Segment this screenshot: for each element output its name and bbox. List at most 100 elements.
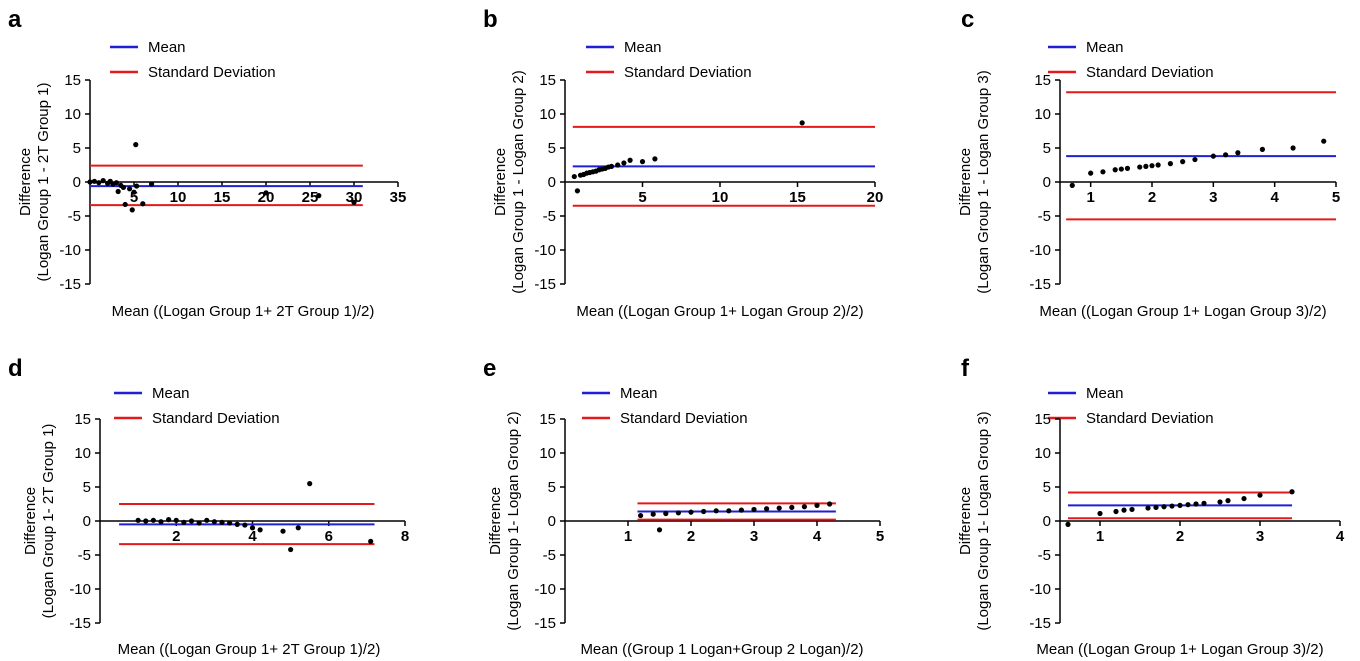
x-tick-label: 15 — [789, 189, 806, 206]
x-tick-label: 10 — [712, 189, 729, 206]
legend-sd-label: Standard Deviation — [620, 410, 748, 427]
y-tick-label: -10 — [1029, 581, 1051, 598]
data-point — [1223, 152, 1229, 158]
y-tick-label: 15 — [64, 72, 81, 89]
data-point — [801, 504, 808, 510]
y-tick-label: -5 — [543, 547, 556, 564]
data-point — [827, 501, 833, 507]
y-axis-label-line2: (Logan Group 1 - 2T Group 1) — [35, 82, 52, 281]
data-point — [627, 157, 633, 163]
x-tick-label: 3 — [1256, 528, 1264, 545]
data-point — [1145, 505, 1151, 511]
y-tick-label: 15 — [74, 411, 91, 428]
x-tick-label: 10 — [170, 189, 187, 206]
x-tick-label: 1 — [1086, 189, 1094, 206]
y-axis-label-line2: (Logan Group 1 - Logan Group 3) — [975, 70, 992, 293]
y-axis-label-line1: Difference — [957, 148, 974, 216]
y-axis-label-line1: Difference — [487, 487, 504, 555]
data-point — [158, 519, 164, 525]
data-point — [615, 162, 621, 168]
x-tick-label: 20 — [258, 189, 275, 206]
y-tick-label: 10 — [539, 106, 556, 123]
x-tick-label: 5 — [638, 189, 646, 206]
x-tick-label: 1 — [1096, 528, 1104, 545]
data-point — [196, 520, 202, 526]
legend-mean-label: Mean — [152, 385, 190, 402]
data-point — [621, 160, 627, 166]
data-point — [127, 186, 133, 192]
data-point — [799, 120, 805, 126]
data-point — [181, 519, 187, 525]
y-tick-label: -5 — [78, 547, 91, 564]
data-point — [1259, 146, 1265, 152]
data-point — [764, 506, 770, 512]
y-tick-label: 10 — [539, 445, 556, 462]
data-point — [295, 525, 301, 531]
panel-letter: b — [483, 6, 498, 33]
data-point — [149, 181, 155, 187]
y-axis-label-line1: Difference — [17, 148, 34, 216]
x-tick-label: 5 — [130, 189, 138, 206]
legend-sd-label: Standard Deviation — [1086, 410, 1214, 427]
data-point — [574, 188, 581, 194]
y-tick-label: 10 — [64, 106, 81, 123]
data-point — [652, 156, 658, 162]
data-point — [368, 538, 374, 545]
x-axis-label: Mean ((Logan Group 1+ Logan Group 3)/2) — [1039, 303, 1326, 320]
x-axis-label: Mean ((Logan Group 1+ 2T Group 1)/2) — [118, 641, 381, 658]
y-tick-label: -15 — [1029, 276, 1051, 293]
data-point — [1124, 165, 1131, 171]
y-axis-label-line1: Difference — [957, 487, 974, 555]
y-tick-label: 5 — [548, 140, 556, 157]
y-tick-label: 0 — [548, 174, 556, 191]
panel-letter: f — [961, 355, 970, 382]
data-point — [96, 180, 102, 186]
data-point — [1100, 169, 1106, 175]
data-point — [227, 520, 233, 526]
legend-mean-label: Mean — [148, 39, 186, 56]
panel-b: b Mean Standard Deviation -15 -10 -5 0 5 10 15 5 10… — [483, 6, 883, 320]
x-axis-label: Mean ((Logan Group 1+ Logan Group 3)/2) — [1036, 641, 1323, 658]
data-point — [726, 508, 732, 514]
x-tick-label: 4 — [248, 528, 257, 545]
data-point — [140, 201, 146, 207]
y-tick-label: 5 — [1043, 479, 1051, 496]
y-axis-label-line1: Difference — [22, 487, 39, 555]
data-point — [608, 163, 615, 169]
panel-letter: d — [8, 355, 23, 382]
data-point — [656, 527, 663, 533]
data-point — [1118, 166, 1124, 172]
data-point — [1149, 163, 1155, 169]
x-tick-label: 15 — [214, 189, 231, 206]
y-tick-label: -10 — [1029, 242, 1051, 259]
data-point — [257, 527, 263, 533]
y-tick-label: 5 — [73, 140, 81, 157]
data-point — [789, 504, 795, 510]
data-point — [663, 510, 669, 517]
x-axis-label: Mean ((Group 1 Logan+Group 2 Logan)/2) — [580, 641, 863, 658]
x-tick-label: 5 — [1332, 189, 1340, 206]
legend-sd-label: Standard Deviation — [1086, 64, 1214, 81]
data-point — [133, 142, 139, 148]
x-tick-label: 3 — [1209, 189, 1217, 206]
legend-mean-label: Mean — [620, 385, 658, 402]
data-point — [1121, 507, 1127, 513]
data-point — [1321, 138, 1327, 144]
y-tick-label: 5 — [83, 479, 91, 496]
data-point — [122, 201, 128, 208]
y-tick-label: -15 — [534, 276, 556, 293]
data-point — [129, 207, 135, 213]
data-point — [1069, 182, 1075, 188]
y-tick-label: -10 — [534, 581, 556, 598]
panel-f: f Mean Standard Deviation -15 -10 -5 0 5 10 15 1 2 3… — [957, 355, 1345, 658]
y-tick-label: -15 — [59, 276, 81, 293]
x-tick-label: 1 — [624, 528, 632, 545]
legend-sd-label: Standard Deviation — [152, 410, 280, 427]
y-tick-label: -10 — [59, 242, 81, 259]
y-tick-label: -10 — [534, 242, 556, 259]
data-point — [639, 159, 646, 165]
panel-letter: a — [8, 6, 22, 33]
x-tick-label: 4 — [1270, 189, 1279, 206]
data-point — [1185, 502, 1191, 508]
y-tick-label: 0 — [83, 513, 91, 530]
